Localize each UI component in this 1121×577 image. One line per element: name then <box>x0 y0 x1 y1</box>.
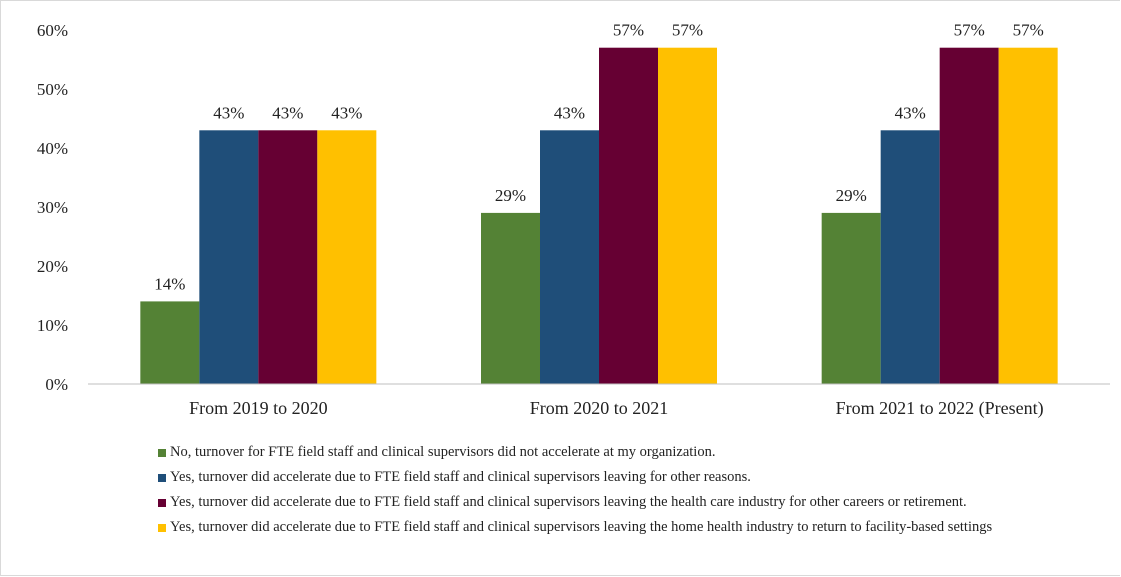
legend-label: Yes, turnover did accelerate due to FTE … <box>170 494 967 510</box>
data-label: 57% <box>672 21 703 40</box>
legend-item: Yes, turnover did accelerate due to FTE … <box>158 515 992 540</box>
x-category-label: From 2019 to 2020 <box>189 398 328 418</box>
y-axis: 0% 10% 20% 30% 40% 50% 60% <box>37 21 68 394</box>
legend-label: Yes, turnover did accelerate due to FTE … <box>170 469 751 485</box>
bar <box>880 130 940 384</box>
legend-swatch <box>158 448 166 457</box>
legend-swatch <box>158 523 166 532</box>
bar <box>481 212 540 384</box>
bar-chart: 0% 10% 20% 30% 40% 50% 60% 14% 43% 43% 43% 29% 43% 5… <box>37 21 1110 419</box>
y-tick-label: 30% <box>37 198 68 217</box>
bar <box>140 301 200 384</box>
legend-swatch <box>158 498 166 507</box>
y-tick-label: 0% <box>45 375 68 394</box>
y-tick-label: 50% <box>37 80 68 99</box>
y-tick-label: 10% <box>37 316 68 335</box>
legend-item: Yes, turnover did accelerate due to FTE … <box>158 490 992 515</box>
data-labels: 14% 43% 43% 43% 29% 43% 57% 57% 29% 43% 57% 57% <box>154 21 1044 294</box>
data-label: 57% <box>954 21 985 40</box>
legend-label: Yes, turnover did accelerate due to FTE … <box>170 519 993 535</box>
bar <box>258 130 318 384</box>
legend-label: No, turnover for FTE field staff and cli… <box>170 444 716 460</box>
data-label: 43% <box>554 103 585 122</box>
legend-swatch <box>158 473 166 482</box>
bar <box>199 130 259 384</box>
data-label: 43% <box>213 103 244 122</box>
bar <box>317 130 377 384</box>
x-axis-categories: From 2019 to 2020 From 2020 to 2021 From 2… <box>189 398 1044 419</box>
legend-item: Yes, turnover did accelerate due to FTE … <box>158 465 992 490</box>
y-tick-label: 60% <box>37 21 68 40</box>
bar <box>599 47 658 384</box>
bars <box>140 47 1058 384</box>
data-label: 29% <box>836 186 867 205</box>
bar <box>540 130 599 384</box>
data-label: 43% <box>895 103 926 122</box>
data-label: 14% <box>154 274 185 293</box>
data-label: 43% <box>331 103 362 122</box>
bar <box>658 47 717 384</box>
legend: No, turnover for FTE field staff and cli… <box>158 440 992 540</box>
y-tick-label: 20% <box>37 257 68 276</box>
bar <box>939 47 999 384</box>
data-label: 57% <box>1013 21 1044 40</box>
data-label: 43% <box>272 103 303 122</box>
legend-item: No, turnover for FTE field staff and cli… <box>158 440 992 465</box>
y-tick-label: 40% <box>37 139 68 158</box>
bar <box>998 47 1058 384</box>
x-category-label: From 2021 to 2022 (Present) <box>836 398 1044 419</box>
bar <box>821 212 881 384</box>
x-category-label: From 2020 to 2021 <box>530 398 669 418</box>
data-label: 57% <box>613 21 644 40</box>
data-label: 29% <box>495 186 526 205</box>
